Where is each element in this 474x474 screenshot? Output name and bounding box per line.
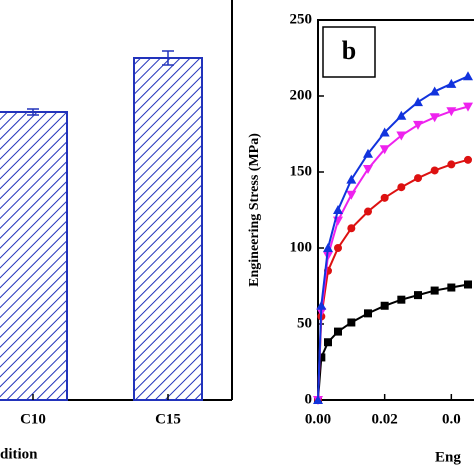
marker bbox=[334, 327, 342, 336]
marker bbox=[363, 148, 373, 158]
marker bbox=[380, 301, 389, 310]
marker bbox=[397, 295, 406, 304]
line bbox=[317, 75, 469, 401]
marker bbox=[447, 283, 456, 292]
line bbox=[317, 105, 469, 401]
marker bbox=[364, 207, 372, 216]
panel-label: b bbox=[342, 36, 356, 65]
marker bbox=[414, 291, 422, 300]
marker bbox=[364, 309, 372, 318]
marker bbox=[379, 145, 390, 155]
marker bbox=[347, 224, 356, 233]
line bbox=[317, 283, 469, 401]
marker bbox=[316, 300, 327, 310]
x-tick-label: 0.02 bbox=[372, 411, 398, 427]
y-tick-label: 50 bbox=[297, 315, 312, 331]
marker bbox=[313, 395, 323, 404]
x-axis-label: Eng bbox=[435, 449, 461, 465]
marker bbox=[317, 353, 326, 362]
marker bbox=[323, 243, 333, 252]
y-tick-label: 150 bbox=[290, 163, 313, 179]
x-tick-label: C15 bbox=[155, 411, 181, 427]
y-tick-label: 0 bbox=[305, 391, 313, 407]
marker bbox=[379, 127, 390, 137]
plot-frame bbox=[317, 19, 474, 401]
marker bbox=[464, 155, 472, 164]
panel-label-box bbox=[322, 26, 376, 78]
marker bbox=[429, 86, 440, 96]
line bbox=[317, 158, 469, 401]
marker bbox=[429, 113, 440, 123]
marker bbox=[413, 97, 423, 107]
error-bar bbox=[162, 50, 174, 66]
marker bbox=[446, 107, 457, 117]
marker bbox=[464, 280, 472, 289]
marker bbox=[396, 131, 407, 141]
marker bbox=[397, 183, 406, 192]
marker bbox=[380, 193, 389, 202]
bar bbox=[0, 111, 68, 401]
marker bbox=[447, 160, 456, 169]
marker bbox=[413, 120, 423, 130]
marker bbox=[333, 205, 343, 214]
marker bbox=[396, 110, 407, 120]
marker bbox=[414, 174, 422, 183]
marker bbox=[430, 286, 439, 295]
marker bbox=[463, 102, 473, 112]
marker bbox=[346, 190, 357, 200]
x-tick-label: 0.00 bbox=[305, 411, 331, 427]
marker bbox=[346, 174, 357, 184]
marker bbox=[363, 164, 373, 174]
marker bbox=[463, 71, 473, 81]
x-axis-label: dition bbox=[0, 446, 38, 462]
marker bbox=[347, 318, 356, 327]
y-axis-label: Engineering Stress (MPa) bbox=[247, 133, 262, 287]
x-tick-label: 0.0 bbox=[442, 411, 461, 427]
x-tick-label: C10 bbox=[20, 411, 46, 427]
bar bbox=[133, 57, 203, 401]
y-tick-label: 100 bbox=[290, 239, 313, 255]
error-bar bbox=[27, 108, 39, 116]
marker bbox=[334, 244, 342, 252]
marker bbox=[324, 338, 332, 347]
y-tick-label: 200 bbox=[290, 87, 313, 103]
marker bbox=[430, 166, 439, 175]
marker bbox=[446, 78, 457, 88]
y-tick-label: 250 bbox=[290, 11, 313, 27]
